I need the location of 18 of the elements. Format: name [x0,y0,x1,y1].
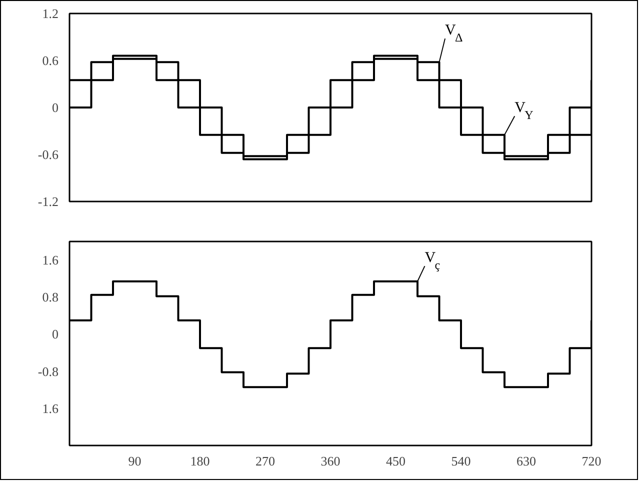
x-tick-label: 630 [516,454,536,468]
y-tick-label: -1.2 [38,194,59,209]
x-tick-label: 720 [582,454,602,468]
x-tick-label: 270 [256,454,275,468]
y-tick-label: 1.6 [42,400,59,416]
x-tick-label: 360 [320,454,340,468]
y-tick-label: 1.2 [42,6,58,21]
y-tick-label: 0 [52,100,58,115]
x-tick-label: 450 [386,454,406,468]
y-tick-label: -0.8 [38,364,59,379]
x-tick-label: 90 [128,454,142,468]
y-tick-label: -0.6 [38,147,59,162]
y-tick-label: 0 [52,326,58,342]
y-tick-label: 0.6 [42,53,59,68]
y-tick-label: 1.6 [42,252,59,268]
x-tick-label: 540 [451,454,471,468]
x-tick-label: 180 [190,454,210,468]
y-tick-label: 0.8 [42,290,58,305]
